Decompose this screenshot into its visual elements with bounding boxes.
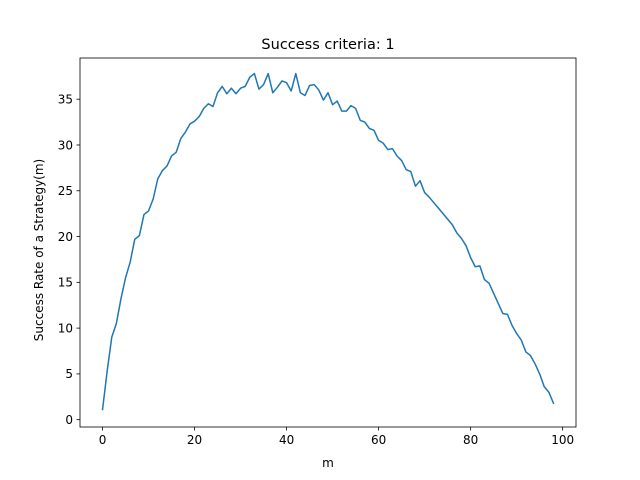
x-axis-label: m — [322, 456, 334, 470]
x-tick-label: 80 — [463, 433, 478, 447]
y-tick-label: 20 — [58, 230, 73, 244]
chart-title: Success criteria: 1 — [261, 37, 394, 53]
y-tick-label: 15 — [58, 276, 73, 290]
axes-frame — [79, 57, 577, 428]
y-tick-label: 10 — [58, 321, 73, 335]
x-tick-label: 100 — [551, 433, 574, 447]
x-tick-label: 20 — [187, 433, 202, 447]
plot-area: 0 20 40 60 80 100 0 5 10 15 20 25 30 35 — [58, 57, 577, 447]
y-tick-label: 0 — [65, 413, 73, 427]
series-line-0 — [101, 72, 555, 411]
x-tick-label: 40 — [279, 433, 294, 447]
y-tick-label: 25 — [58, 184, 73, 198]
x-tick-label: 60 — [371, 433, 386, 447]
x-tick-label: 0 — [99, 433, 107, 447]
y-tick-label: 5 — [65, 367, 73, 381]
y-axis-label: Success Rate of a Strategy(m) — [32, 159, 46, 341]
y-tick-label: 30 — [58, 138, 73, 152]
y-tick-label: 35 — [58, 93, 73, 107]
